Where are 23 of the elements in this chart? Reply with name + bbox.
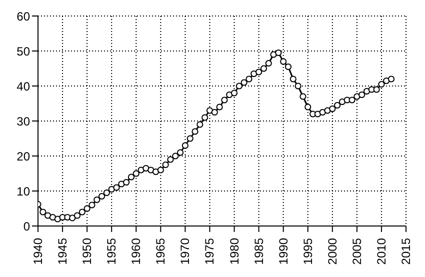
y-tick-label: 20 bbox=[16, 149, 30, 164]
x-tick-label: 1975 bbox=[202, 238, 217, 265]
x-tick-label: 1945 bbox=[56, 238, 70, 265]
x-tick-label: 1980 bbox=[227, 238, 242, 265]
y-tick-label: 50 bbox=[16, 44, 30, 58]
x-tick-label: 2005 bbox=[350, 238, 364, 265]
x-tick-label: 2000 bbox=[325, 238, 340, 265]
x-tick-label: 1960 bbox=[129, 238, 144, 265]
x-tick-label: 1970 bbox=[178, 238, 192, 265]
x-tick-label: 1955 bbox=[104, 238, 119, 265]
x-tick-label: 2010 bbox=[374, 238, 388, 265]
y-tick-label: 60 bbox=[16, 9, 30, 24]
x-tick-label: 1990 bbox=[276, 238, 290, 265]
x-tick-label: 1965 bbox=[154, 238, 168, 265]
y-tick-label: 30 bbox=[16, 114, 30, 128]
y-tick-label: 0 bbox=[23, 219, 30, 234]
x-tick-label: 1940 bbox=[31, 238, 45, 265]
x-tick-label: 1985 bbox=[252, 238, 266, 265]
x-tick-label: 1950 bbox=[80, 238, 94, 265]
x-tick-label: 2015 bbox=[399, 238, 413, 265]
y-tick-label: 10 bbox=[16, 184, 30, 198]
y-tick-label: 40 bbox=[16, 79, 30, 94]
x-tick-label: 1995 bbox=[300, 238, 315, 265]
